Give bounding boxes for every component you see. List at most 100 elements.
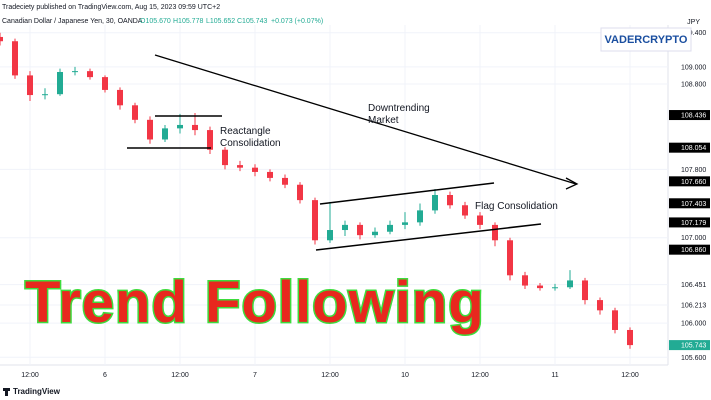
candle-body [477,215,483,225]
legend-line: Canadian Dollar / Japanese Yen, 30, OAND… [2,18,323,25]
candle-body [537,285,543,289]
x-tick-label: 12:00 [21,372,39,379]
annotation: Consolidation [220,138,281,149]
y-tick-label: 106.213 [681,302,706,309]
candle-body [402,222,408,225]
candle-body [252,167,258,172]
open: O105.670 [140,18,171,25]
candle-body [387,224,393,232]
candle-body [57,71,63,95]
candle-body [177,124,183,129]
candle-body [297,184,303,201]
close: C105.743 [237,18,267,25]
plot: 109.400 109.000 108.800 107.800 107.000 106.4… [0,25,706,379]
price-badge [669,244,710,255]
candle-body [237,165,243,168]
annotation: Market [368,115,399,126]
candle-body [207,130,213,150]
candle-body [12,41,18,76]
candle-body [357,224,363,236]
candle-body [162,128,168,140]
price-badge [669,217,710,228]
footer: TradingView [13,387,61,396]
annotation: Reactangle [220,126,271,137]
candle-body [132,105,138,120]
symbol: Canadian Dollar / Japanese Yen, 30, OAND… [2,18,143,25]
candle-body [27,75,33,96]
candle-body [102,77,108,90]
logo-box [600,27,692,52]
candle-body [627,329,633,346]
x-tick-label: 6 [103,372,107,379]
price-badge-label: 107.660 [681,179,706,186]
x-tick-label: 7 [253,372,257,379]
candle-body [522,275,528,286]
price-badge [669,198,710,209]
y-tick-label: 105.600 [681,355,706,362]
candle-body [582,280,588,301]
arrow-head [565,177,579,190]
x-tick-label: 11 [551,372,558,379]
trend-arrow [154,54,577,185]
candle-body [222,149,228,166]
price-badge [669,110,710,121]
candle-body [612,310,618,330]
annotation: Flag Consolidation [475,201,558,212]
headline: Trend Following [25,270,485,335]
y-tick-label: 107.000 [681,235,706,242]
candle-body [432,195,438,211]
candle-body [447,195,453,206]
x-tick-label: 12:00 [471,372,489,379]
candle-body [372,231,378,236]
logo: VADERCRYPTO [605,34,688,46]
candle-body [507,240,513,276]
x-tick-label: 12:00 [621,372,639,379]
price-badge-label: 108.054 [681,145,706,152]
candle-body [117,89,123,106]
candle-body [552,287,558,289]
candle-body [282,177,288,185]
candle-body [87,71,93,78]
y-tick-label: 107.800 [681,167,706,174]
price-badge [669,340,710,351]
price-badge [669,142,710,153]
price-badge-label: 108.436 [681,113,706,120]
candle-body [267,171,273,178]
high: H105.778 [173,18,203,25]
y-tick-label: 109.000 [681,64,706,71]
flag-bottom [315,223,542,251]
candle-body [42,94,48,96]
change: +0.073 (+0.07%) [271,18,323,25]
currency: JPY [687,19,700,26]
price-badge-label: 106.860 [681,247,706,254]
tv-icon [3,388,10,396]
price-badge-label: 107.403 [681,201,706,208]
candle-body [312,200,318,241]
candle-body [417,210,423,223]
flag-top [319,182,495,205]
candle-body [147,119,153,140]
y-tick-label: 106.000 [681,321,706,328]
price-badge-label: 107.179 [681,220,706,227]
x-tick-label: 10 [401,372,409,379]
y-tick-label: 109.400 [681,30,706,37]
y-tick-label: 106.451 [681,282,706,289]
candle-body [567,280,573,288]
candle-body [0,36,3,42]
low: L105.652 [206,18,235,25]
x-tick-label: 12:00 [321,372,339,379]
candle-body [72,71,78,73]
price-badge-label: 105.743 [681,343,706,350]
publisher: Tradeciety published on TradingView.com,… [2,4,220,11]
annotation: Downtrending [368,103,430,114]
x-tick-label: 12:00 [171,372,189,379]
candle-body [192,124,198,131]
candle-body [327,230,333,241]
price-badge [669,176,710,187]
candle-body [462,205,468,216]
candle-body [492,224,498,241]
candle-body [342,224,348,231]
y-tick-label: 108.800 [681,81,706,88]
